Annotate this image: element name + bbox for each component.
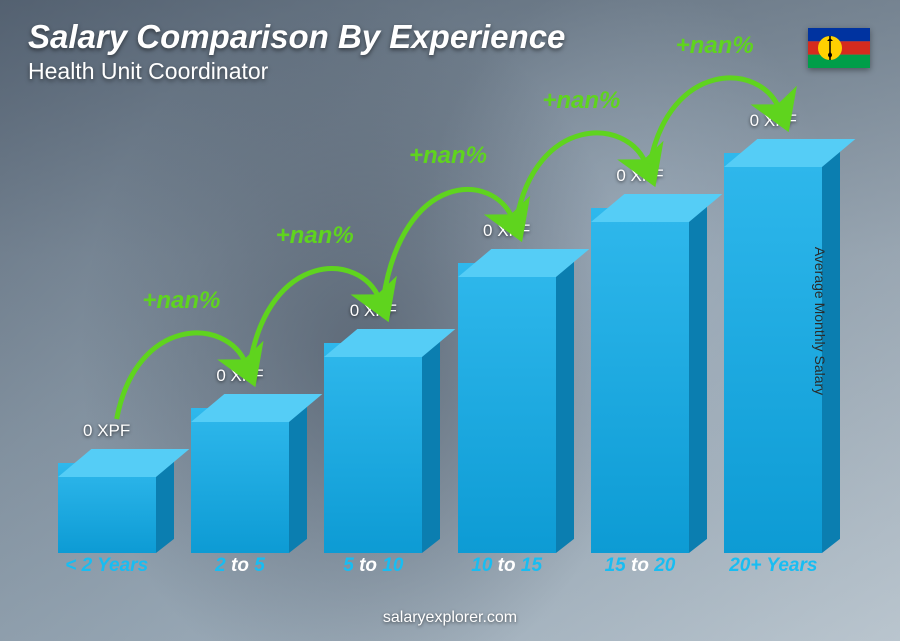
bar: [591, 208, 689, 553]
flag-stripe-1: [808, 28, 870, 41]
bar-slot: 0 XPF: [40, 463, 173, 553]
x-axis-label: < 2 Years: [40, 555, 173, 581]
x-axis-label: 2 to 5: [173, 555, 306, 581]
bar-value-label: 0 XPF: [447, 221, 567, 241]
bar-value-label: 0 XPF: [180, 366, 300, 386]
y-axis-label: Average Monthly Salary: [812, 246, 828, 394]
x-axis-label: 10 to 15: [440, 555, 573, 581]
page-title: Salary Comparison By Experience: [28, 18, 565, 56]
bar: [324, 343, 422, 553]
page-subtitle: Health Unit Coordinator: [28, 58, 565, 85]
bar: [724, 153, 822, 553]
bar-side: [556, 249, 574, 553]
bar-slot: 0 XPF: [173, 408, 306, 553]
bar-front: [324, 343, 422, 553]
bar-front: [191, 408, 289, 553]
bar-value-label: 0 XPF: [313, 301, 433, 321]
bar-front: [724, 153, 822, 553]
x-axis-label: 20+ Years: [707, 555, 840, 581]
x-axis-label: 15 to 20: [573, 555, 706, 581]
bar-value-label: 0 XPF: [713, 111, 833, 131]
bar: [58, 463, 156, 553]
salary-bar-chart: 0 XPF0 XPF0 XPF0 XPF0 XPF0 XPF < 2 Years…: [40, 111, 840, 581]
bar-front: [458, 263, 556, 553]
footer-attribution: salaryexplorer.com: [0, 609, 900, 627]
header: Salary Comparison By Experience Health U…: [28, 18, 565, 85]
flag-stripe-3: [808, 55, 870, 68]
bar-side: [422, 329, 440, 553]
bar-slot: 0 XPF: [440, 263, 573, 553]
bar-side: [689, 194, 707, 553]
bar-value-label: 0 XPF: [47, 421, 167, 441]
bar-value-label: 0 XPF: [580, 166, 700, 186]
country-flag-icon: [808, 28, 870, 68]
bar-front: [591, 208, 689, 553]
bar-slot: 0 XPF: [573, 208, 706, 553]
bar: [191, 408, 289, 553]
x-axis-label: 5 to 10: [307, 555, 440, 581]
bar-slot: 0 XPF: [307, 343, 440, 553]
bar: [458, 263, 556, 553]
